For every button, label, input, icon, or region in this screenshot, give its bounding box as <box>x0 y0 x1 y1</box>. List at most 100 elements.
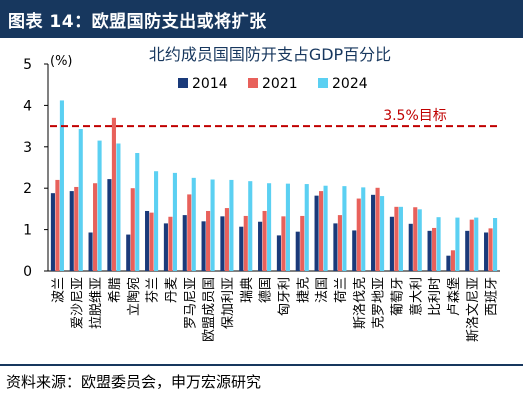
bar-2021-匈牙利 <box>281 216 286 271</box>
x-tick-label: 拉脱维亚 <box>89 277 104 329</box>
bar-2014-拉脱维亚 <box>88 232 93 271</box>
chart-title: 北约成员国国防开支占GDP百分比 <box>149 45 391 64</box>
bar-2021-罗马尼亚 <box>187 194 192 271</box>
bar-2024-瑞典 <box>248 181 253 271</box>
y-tick-label: 1 <box>23 223 32 239</box>
bar-2024-芬兰 <box>154 171 159 271</box>
bar-2014-欧盟成员国 <box>201 221 206 271</box>
y-tick-label: 5 <box>23 57 32 73</box>
x-tick-label: 意大利 <box>408 277 424 316</box>
bar-2024-爱沙尼亚 <box>78 129 83 271</box>
bar-2021-荷兰 <box>337 215 342 271</box>
bar-2024-立陶宛 <box>135 153 140 271</box>
bar-2021-芬兰 <box>149 212 154 271</box>
bar-2024-意大利 <box>417 209 422 271</box>
bar-2014-葡萄牙 <box>389 216 394 271</box>
legend-swatch-2024 <box>318 78 328 88</box>
x-tick-label: 爱沙尼亚 <box>70 277 85 329</box>
source-note: 资料来源：欧盟委员会，申万宏源研究 <box>6 373 262 391</box>
y-tick-label: 3 <box>23 140 32 156</box>
bar-2014-希腊 <box>107 179 112 271</box>
x-tick-label: 克罗地亚 <box>372 277 387 329</box>
bar-2021-法国 <box>319 191 324 271</box>
bar-2014-西班牙 <box>484 232 489 271</box>
legend-swatch-2021 <box>248 78 258 88</box>
x-tick-label: 丹麦 <box>164 277 179 303</box>
bar-2021-捷克 <box>300 215 305 271</box>
bar-2024-丹麦 <box>172 172 177 271</box>
bar-2021-克罗地亚 <box>375 187 380 271</box>
bar-2024-斯洛伐克 <box>361 187 366 271</box>
bar-2024-德国 <box>267 183 272 271</box>
target-reference-label: 3.5%目标 <box>383 108 447 124</box>
bar-2014-波兰 <box>50 193 55 271</box>
bar-2021-波兰 <box>55 179 60 271</box>
bar-2024-保加利亚 <box>229 179 234 271</box>
bar-2014-克罗地亚 <box>371 194 376 271</box>
y-tick-label: 2 <box>23 181 32 197</box>
figure-title: 图表 14：欧盟国防支出或将扩张 <box>8 12 267 32</box>
bar-2024-罗马尼亚 <box>191 177 196 271</box>
y-tick-label: 0 <box>23 264 32 280</box>
x-tick-label: 罗马尼亚 <box>183 277 198 329</box>
header-bar: 图表 14：欧盟国防支出或将扩张 <box>0 0 523 38</box>
bar-2021-拉脱维亚 <box>93 183 98 271</box>
x-tick-label: 荷兰 <box>334 277 349 303</box>
bar-2014-斯洛伐克 <box>352 230 357 271</box>
bar-2021-丹麦 <box>168 216 173 271</box>
legend-label-2024: 2024 <box>332 76 368 92</box>
y-axis-unit-label: (%) <box>50 54 73 69</box>
bar-2024-捷克 <box>304 184 309 271</box>
bar-2021-保加利亚 <box>224 208 229 271</box>
bar-2024-希腊 <box>116 143 121 271</box>
bar-2014-德国 <box>258 221 263 271</box>
legend-label-2021: 2021 <box>262 76 298 92</box>
bar-2021-西班牙 <box>488 228 493 271</box>
legend-swatch-2014 <box>178 78 188 88</box>
bar-2014-丹麦 <box>163 223 168 271</box>
bar-2024-西班牙 <box>493 218 498 271</box>
bar-2024-拉脱维亚 <box>97 140 102 271</box>
bar-2014-爱沙尼亚 <box>69 191 74 271</box>
bar-2014-荷兰 <box>333 223 338 271</box>
bar-2024-葡萄牙 <box>398 206 403 271</box>
bar-2014-保加利亚 <box>220 216 225 271</box>
x-tick-label: 卢森堡 <box>446 277 462 316</box>
x-tick-label: 瑞典 <box>240 277 255 303</box>
x-tick-label: 保加利亚 <box>221 277 236 329</box>
bar-2014-匈牙利 <box>276 235 281 271</box>
bar-2024-欧盟成员国 <box>210 179 215 271</box>
x-tick-label: 西班牙 <box>485 277 500 316</box>
bar-2024-比利时 <box>436 217 441 271</box>
x-tick-label: 芬兰 <box>146 277 161 303</box>
bar-2021-德国 <box>262 210 267 271</box>
bar-2021-欧盟成员国 <box>206 210 211 271</box>
bar-2014-罗马尼亚 <box>182 215 187 271</box>
bar-2021-比利时 <box>432 227 437 271</box>
x-tick-label: 比利时 <box>428 277 443 316</box>
bar-2021-意大利 <box>413 207 418 271</box>
bar-2021-希腊 <box>111 117 116 271</box>
bar-2014-卢森堡 <box>446 255 451 271</box>
x-tick-label: 匈牙利 <box>277 277 292 316</box>
bar-2014-芬兰 <box>145 210 150 271</box>
bar-2024-匈牙利 <box>285 183 290 271</box>
x-tick-label: 欧盟成员国 <box>202 277 217 342</box>
x-tick-label: 希腊 <box>108 277 123 303</box>
legend-label-2014: 2014 <box>192 76 228 92</box>
x-tick-label: 立陶宛 <box>126 277 142 316</box>
bar-2014-斯洛文尼亚 <box>465 230 470 271</box>
bar-2021-斯洛文尼亚 <box>469 219 474 271</box>
x-tick-label: 捷克 <box>296 277 311 303</box>
bar-2024-斯洛文尼亚 <box>474 217 479 271</box>
x-tick-label: 法国 <box>315 277 330 303</box>
bar-2024-波兰 <box>59 100 64 272</box>
bar-2024-荷兰 <box>342 186 347 271</box>
bar-2021-卢森堡 <box>450 250 455 271</box>
chart-area: 北约成员国国防开支占GDP百分比 (%) 0 1 2 3 4 5 3.5%目标 2014 2021 2… <box>23 45 500 342</box>
bar-2014-捷克 <box>295 231 300 271</box>
x-tick-label: 波兰 <box>51 277 66 303</box>
bar-2024-卢森堡 <box>455 217 460 271</box>
x-tick-label: 葡萄牙 <box>390 277 405 316</box>
bar-2021-斯洛伐克 <box>356 198 361 271</box>
